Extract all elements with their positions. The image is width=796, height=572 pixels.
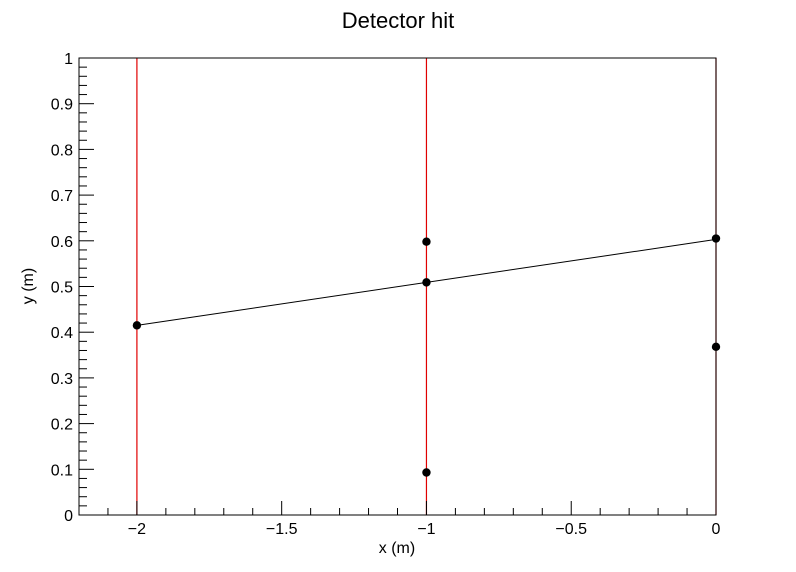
y-tick-label: 0.4 — [51, 325, 73, 342]
y-tick-label: 0.8 — [51, 142, 73, 159]
hit-point-2 — [422, 278, 431, 287]
y-axis-ticks: 0 0.1 0.2 0.3 0.4 0.5 0.6 0.7 0.8 0.9 1 — [51, 51, 94, 525]
hit-point-3 — [422, 468, 431, 477]
hit-point-1 — [422, 237, 431, 246]
x-tick-label: −0.5 — [555, 521, 587, 538]
y-tick-label: 1 — [64, 51, 73, 68]
y-tick-label: 0.9 — [51, 97, 73, 114]
y-tick-label: 0.5 — [51, 280, 73, 297]
y-tick-label: 0.2 — [51, 417, 73, 434]
x-axis-label: x (m) — [379, 540, 415, 557]
y-tick-label: 0.1 — [51, 462, 73, 479]
x-tick-label: −2 — [128, 521, 146, 538]
x-tick-label: −1 — [417, 521, 435, 538]
y-axis-label: y (m) — [20, 268, 37, 304]
y-tick-label: 0.6 — [51, 234, 73, 251]
x-tick-label: 0 — [712, 521, 721, 538]
y-tick-label: 0.7 — [51, 188, 73, 205]
x-axis-ticks: −2 −1.5 −1 −0.5 0 — [78, 501, 721, 538]
y-tick-label: 0.3 — [51, 371, 73, 388]
x-tick-label: −1.5 — [266, 521, 298, 538]
chart-title: Detector hit — [342, 8, 455, 33]
hit-point-0 — [132, 321, 142, 330]
y-tick-label: 0 — [64, 508, 73, 525]
